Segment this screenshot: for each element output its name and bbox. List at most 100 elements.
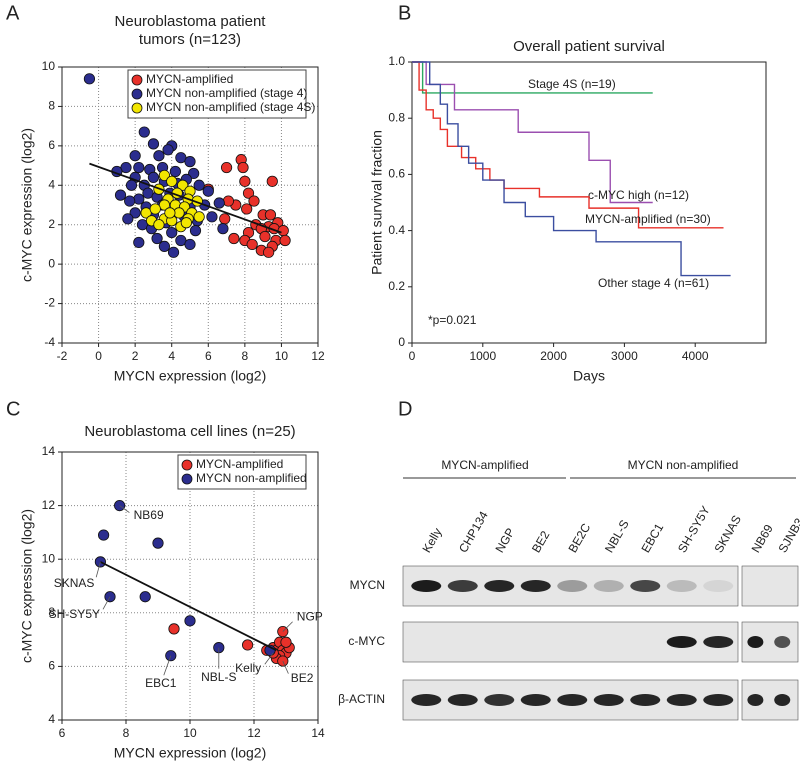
y-tick-label: 12: [42, 498, 56, 512]
point: [189, 225, 202, 237]
label-leader: [163, 655, 172, 676]
lane-label: SH-SY5Y: [675, 504, 713, 555]
y-axis-label: c-MYC expression (log2): [19, 509, 35, 663]
point: [184, 238, 196, 251]
point: [166, 227, 178, 239]
line-label: c-MYC high (n=12): [588, 188, 689, 202]
y-tick-label: 0.8: [388, 110, 405, 124]
point: [139, 591, 151, 603]
y-tick-label: 1.0: [388, 54, 405, 68]
point: [114, 189, 127, 201]
trend-line: [99, 561, 277, 652]
point: [167, 246, 180, 258]
y-tick-label: 0: [398, 335, 405, 349]
line-label: Stage 4S (n=19): [528, 77, 616, 91]
y-tick-label: 0.6: [388, 167, 405, 181]
point: [164, 207, 176, 219]
label-leader: [119, 505, 130, 513]
point: [147, 138, 160, 150]
y-tick-label: 14: [42, 444, 56, 458]
point: [246, 238, 258, 251]
legend-swatch: [181, 473, 193, 485]
label-leader: [282, 621, 293, 632]
y-tick-label: 4: [48, 177, 55, 191]
label-leader: [264, 652, 274, 665]
point: [277, 225, 289, 237]
y-axis-label: Patient survival fraction: [369, 130, 385, 275]
point-label: Kelly: [235, 661, 261, 675]
y-tick-label: 0.2: [388, 279, 405, 293]
point: [264, 209, 277, 221]
chart-title: Neuroblastoma patient: [115, 13, 267, 30]
blot-band: [520, 580, 551, 592]
blot-band: [747, 636, 764, 648]
point: [122, 213, 134, 225]
lane-label: NBL-S: [602, 517, 632, 555]
point: [114, 499, 126, 512]
plot-frame: [411, 61, 767, 344]
x-axis-label: MYCN expression (log2): [114, 745, 267, 761]
y-tick-label: 6: [48, 659, 55, 673]
point: [241, 203, 253, 215]
point: [98, 529, 110, 541]
point: [193, 211, 205, 223]
y-tick-label: 8: [48, 99, 55, 113]
chart-title: Overall patient survival: [513, 38, 665, 55]
point: [168, 623, 180, 635]
x-tick-label: 0: [95, 349, 102, 363]
x-axis-label: Days: [573, 368, 605, 384]
point: [280, 636, 292, 648]
label-leader: [282, 660, 289, 674]
legend-label: MYCN-amplified: [146, 72, 233, 86]
lane-label: CHP134: [456, 509, 491, 556]
y-tick-label: 4: [48, 712, 55, 726]
point: [152, 537, 164, 549]
y-tick-label: 8: [48, 605, 55, 619]
group-label: MYCN non-amplified: [628, 458, 739, 472]
x-tick-label: 6: [205, 349, 212, 363]
panel-label: B: [398, 2, 411, 24]
point: [147, 171, 160, 183]
point: [133, 193, 145, 205]
lane-label: NGP: [492, 526, 517, 556]
blot-band: [703, 636, 734, 648]
point: [83, 73, 96, 85]
point: [153, 219, 165, 231]
y-tick-label: -4: [44, 335, 55, 349]
legend-label: MYCN non-amplified (stage 4S): [146, 100, 315, 114]
row-label: β-ACTIN: [338, 692, 385, 706]
legend-swatch: [131, 88, 143, 100]
x-tick-label: 4: [168, 349, 175, 363]
blot-band: [703, 580, 734, 592]
survival-line: [412, 61, 731, 277]
x-tick-label: 6: [59, 726, 66, 740]
blot-band: [703, 694, 734, 706]
blot-band: [447, 580, 478, 592]
label-leader: [102, 596, 111, 610]
legend-label: MYCN non-amplified (stage 4): [146, 86, 307, 100]
point: [220, 161, 233, 174]
point-label: NGP: [297, 610, 323, 624]
blot-band: [484, 694, 515, 706]
point-label: NBL-S: [201, 670, 236, 684]
point: [242, 639, 254, 651]
point: [202, 185, 214, 197]
point: [217, 223, 229, 235]
x-axis-label: MYCN expression (log2): [114, 368, 267, 384]
point: [213, 197, 225, 209]
lane-label: NB69: [749, 522, 776, 555]
x-tick-label: -2: [57, 349, 68, 363]
point-label: SKNAS: [54, 576, 95, 590]
point: [169, 165, 181, 178]
lane-label: EBC1: [638, 521, 666, 555]
panel-label: C: [6, 398, 20, 420]
point: [242, 187, 255, 199]
point-label: BE2: [291, 671, 314, 685]
x-tick-label: 4000: [682, 349, 709, 363]
point: [193, 179, 205, 191]
point: [158, 169, 170, 182]
y-tick-label: 10: [42, 551, 56, 565]
trend-line: [89, 162, 282, 234]
point: [149, 203, 161, 215]
blot-band: [520, 694, 551, 706]
